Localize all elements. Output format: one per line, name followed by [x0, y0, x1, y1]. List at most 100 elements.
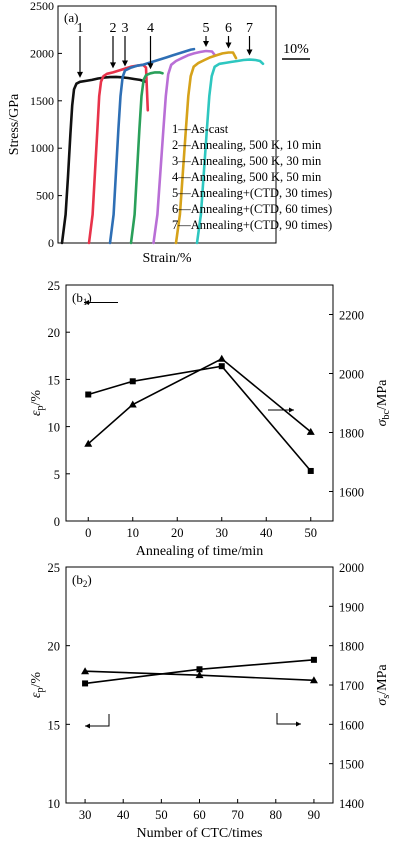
- stress-strain-curve-3: [108, 47, 196, 245]
- panel-b2-left-tick-label: 20: [48, 640, 61, 654]
- panel-b1-left-axis-label: εp/%: [29, 390, 46, 416]
- panel-a-frame: [57, 5, 277, 244]
- panel-b2-triangle-marker: [81, 667, 90, 675]
- label-part: p: [35, 406, 46, 411]
- stress-strain-curve-5: [152, 49, 217, 245]
- panel-b1-square-marker: [129, 378, 136, 385]
- panel-b2-right-tick-label: 1500: [339, 758, 364, 772]
- panel-b2-axis-indicator-arrowhead: [85, 723, 90, 729]
- label-part: 2: [83, 579, 88, 589]
- panel-b2-x-axis-label: Number of CTC/times: [137, 826, 263, 841]
- panel-b1-left-tick-label: 20: [48, 326, 61, 340]
- panel-a-legend-entry: 4—Annealing, 500 K, 50 min: [172, 170, 322, 184]
- panel-b1-right-tick-label: 1800: [339, 427, 364, 441]
- panel-b1-square-marker: [307, 467, 314, 474]
- panel-a-y-tick-label: 500: [36, 189, 54, 203]
- panel-b1-square-marker: [85, 391, 92, 398]
- panel-b2-x-tick-label: 40: [117, 808, 130, 822]
- curve-number-label-2: 2: [110, 21, 117, 36]
- panel-b1-left-tick-label: 10: [48, 421, 61, 435]
- curve-number-label-6: 6: [225, 21, 232, 36]
- label-part: ): [87, 290, 91, 305]
- curve-arrow-2-head: [110, 62, 116, 69]
- curve-arrow-4-head: [147, 63, 154, 70]
- panel-b1-triangle-marker: [217, 354, 226, 362]
- panel-b1-x-tick-label: 40: [260, 526, 273, 540]
- panel-b2-right-tick-label: 1800: [339, 640, 364, 654]
- panel-b1-left-tick-label: 5: [54, 468, 60, 482]
- panel-b2-x-tick-label: 90: [308, 808, 321, 822]
- panel-b2-x-tick-label: 60: [193, 808, 206, 822]
- label-part: (b: [72, 572, 83, 587]
- panel-a-y-tick-label: 2000: [30, 46, 54, 60]
- curve-arrow-6-head: [225, 42, 232, 49]
- panel-b2-x-tick-label: 70: [231, 808, 244, 822]
- panel-b1-x-tick-label: 20: [171, 526, 184, 540]
- label-part: /%: [29, 672, 44, 688]
- curve-number-label-7: 7: [246, 21, 253, 36]
- panel-b1-x-tick-label: 10: [127, 526, 140, 540]
- panel-b2-x-tick-label: 50: [155, 808, 168, 822]
- panel-b1-right-tick-label: 1600: [339, 486, 364, 500]
- label-part: ): [87, 572, 91, 587]
- panel-b1-triangle-marker: [306, 427, 315, 435]
- panel-a-y-axis-label: Stress/GPa: [7, 93, 22, 155]
- panel-b1-square-marker: [218, 363, 225, 370]
- panel-b1-x-tick-label: 30: [216, 526, 229, 540]
- panel-b1-right-axis-label: σbc/MPa: [375, 379, 392, 426]
- label-part: /MPa: [375, 664, 390, 695]
- panel-b1-x-tick-label: 50: [305, 526, 318, 540]
- panel-b2-left-tick-label: 10: [48, 797, 61, 811]
- panel-a-scale-bar-label: 10%: [283, 42, 309, 57]
- curve-number-label-3: 3: [122, 21, 129, 36]
- panel-b2-left-axis-label: εp/%: [29, 672, 46, 698]
- curve-number-label-1: 1: [77, 21, 84, 36]
- panel-b1-triangle-marker: [84, 439, 93, 447]
- panel-b1-axis-indicator-arrowhead: [289, 407, 294, 413]
- label-part: ε: [29, 692, 44, 698]
- label-part: bc: [381, 409, 392, 419]
- panel-a-legend-entry: 7—Annealing+(CTD, 90 times): [172, 218, 332, 232]
- panel-b1-axis-indicator-arrowhead: [84, 300, 89, 305]
- panel-a-y-tick-label: 1000: [30, 141, 54, 155]
- panel-b2-axis-indicator-arrowhead: [296, 721, 301, 727]
- label-part: (b: [72, 290, 83, 305]
- panel-b2-x-tick-label: 30: [79, 808, 92, 822]
- panel-b2-label: (b2): [72, 572, 92, 589]
- panel-b2-square-marker: [310, 656, 317, 663]
- panel-b1-square-series-line: [88, 365, 312, 472]
- stress-strain-curve-7: [195, 58, 265, 245]
- label-part: σ: [375, 418, 390, 426]
- panel-b1-x-tick-label: 0: [85, 526, 91, 540]
- panel-a-legend-entry: 6—Annealing+(CTD, 60 times): [172, 202, 332, 216]
- stress-strain-curve-1: [60, 75, 148, 245]
- curve-number-label-4: 4: [147, 21, 154, 36]
- panel-b1-right-tick-label: 2200: [339, 309, 364, 323]
- stress-strain-curve-4: [129, 71, 164, 245]
- curve-arrow-1-head: [77, 71, 83, 78]
- panel-a-y-tick-label: 0: [48, 236, 54, 250]
- panel-a-x-axis-label: Strain/%: [143, 251, 192, 266]
- label-part: σ: [375, 698, 390, 706]
- panel-b1-left-tick-label: 25: [48, 279, 61, 293]
- curve-arrow-5-head: [203, 41, 209, 48]
- panel-a-y-tick-label: 2500: [30, 0, 54, 13]
- panel-b2-left-tick-label: 15: [48, 718, 61, 732]
- panel-b1-left-tick-label: 0: [54, 515, 60, 529]
- panel-b1-left-tick-label: 15: [48, 373, 61, 387]
- panel-b2-square-marker: [196, 666, 203, 673]
- panel-b2-axis-indicator-arrow: [276, 713, 301, 725]
- label-part: s: [381, 695, 392, 699]
- panel-b1-frame: [65, 284, 334, 522]
- panel-b2-right-axis-label: σs/MPa: [375, 664, 392, 706]
- panel-b1-triangle-series-line: [87, 357, 312, 445]
- curve-arrow-7-head: [246, 49, 253, 56]
- panel-b2-right-tick-label: 1700: [339, 679, 364, 693]
- panel-b2-right-tick-label: 1400: [339, 797, 364, 811]
- panel-a-legend-entry: 1—As-cast: [172, 122, 229, 136]
- panel-a-legend-entry: 3—Annealing, 500 K, 30 min: [172, 154, 322, 168]
- panel-b2-right-tick-label: 2000: [339, 561, 364, 575]
- panel-b2-square-marker: [82, 680, 89, 687]
- panel-a-label: (a): [64, 10, 78, 25]
- panel-b2-triangle-marker: [195, 671, 204, 679]
